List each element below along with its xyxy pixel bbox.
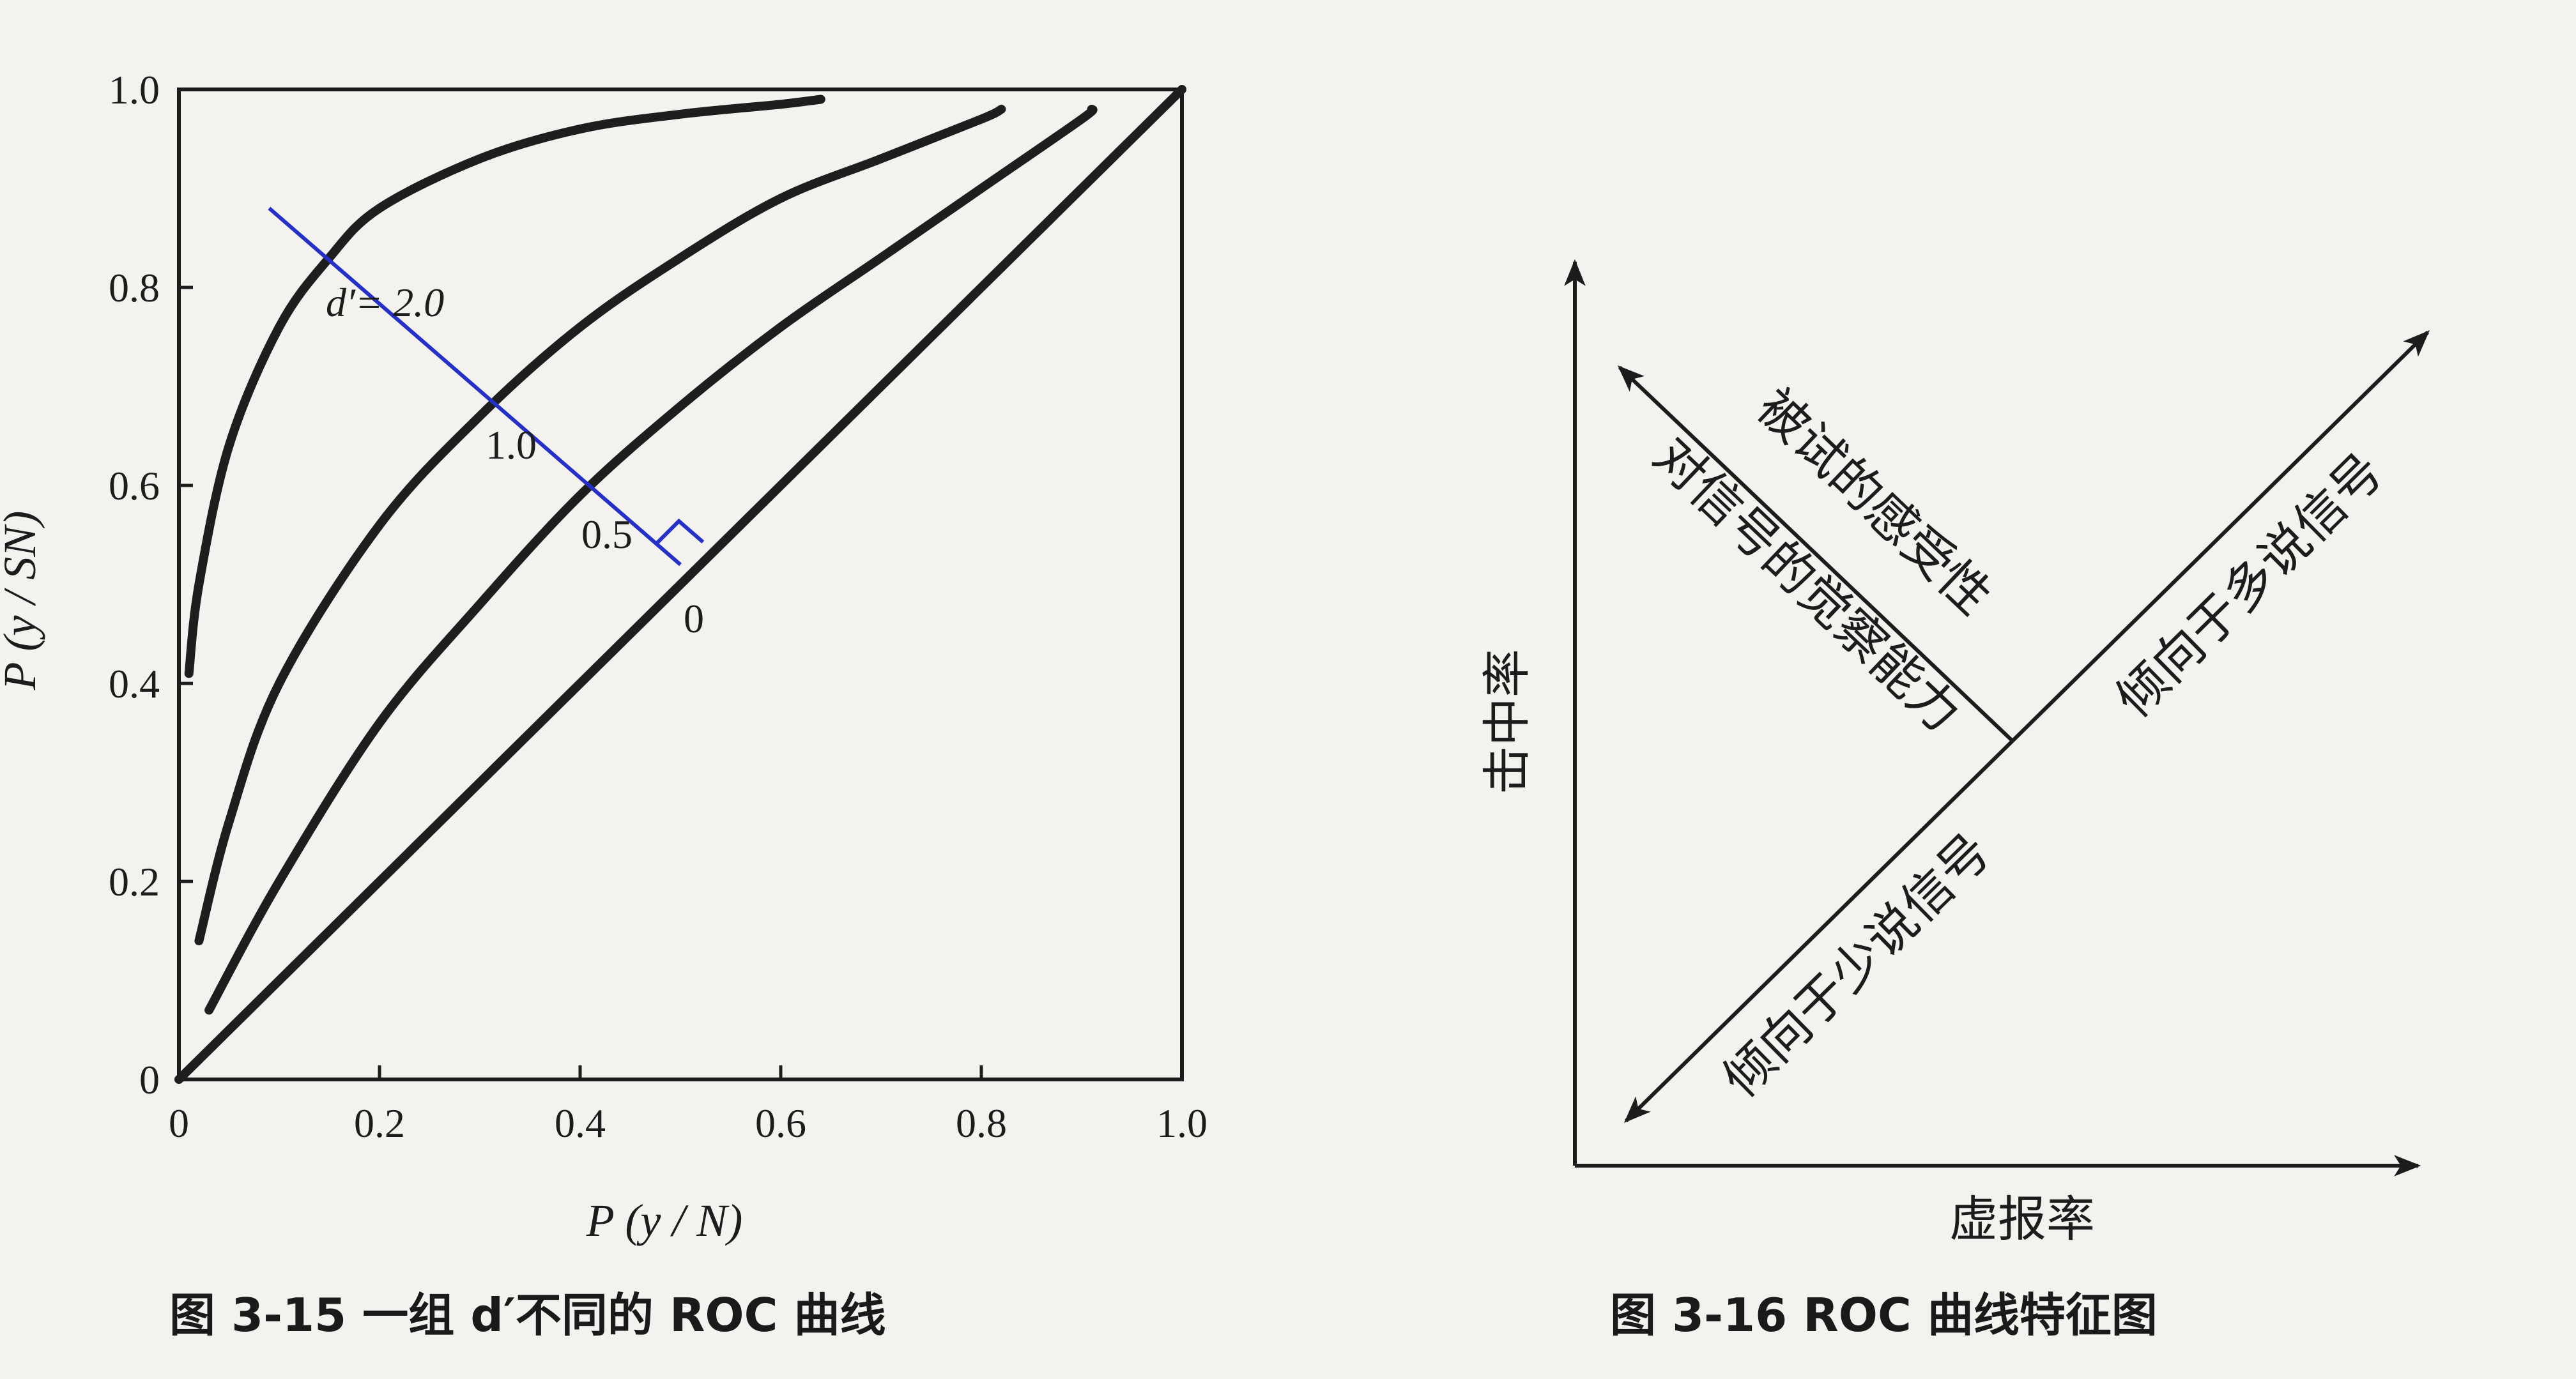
roc-curve-1 [194, 105, 1006, 945]
perpendicular-line [268, 206, 682, 567]
x-tick-label: 0.8 [956, 1101, 1007, 1146]
hit-rate-label: 击中率 [1478, 649, 1535, 795]
y-axis-ticks: 0 0.2 0.4 0.6 0.8 1.0 [109, 67, 193, 1102]
liberal-bias-label: 倾向于多说信号 [2106, 443, 2395, 728]
figure-caption-3-16: 图 3-16 ROC 曲线特征图 [1610, 1288, 2158, 1342]
y-tick-label: 0.4 [109, 661, 160, 706]
curve-label-1-0: 1.0 [486, 422, 537, 468]
roc-characteristic-diagram: 被试的感受性 对信号的觉察能力 倾向于多说信号 倾向于少说信号 虚报率 击中率 [1478, 259, 2430, 1247]
y-tick-label: 0.8 [109, 265, 160, 310]
y-axis-label: P (y / SN) [0, 511, 45, 691]
arrow-liberal [2011, 330, 2430, 743]
arrow-conservative [1624, 739, 2014, 1123]
x-tick-label: 0.2 [354, 1101, 405, 1146]
roc-curves [174, 85, 1186, 1084]
curve-label-2-0: d′= 2.0 [326, 280, 444, 325]
plot-frame [177, 88, 1184, 1081]
roc-chart: 0 0.2 0.4 0.6 0.8 1.0 0 0.2 0.4 0.6 0.8 1.0 d′= 2.… [0, 67, 1208, 1246]
curve-label-0: 0 [684, 596, 704, 641]
conservative-bias-label: 倾向于少说信号 [1713, 823, 2002, 1108]
curve-labels: d′= 2.0 1.0 0.5 0 [326, 280, 704, 641]
y-tick-label: 0.2 [109, 859, 160, 904]
x-tick-label: 0.6 [755, 1101, 806, 1146]
figure-caption-3-15: 图 3-15 一组 d′不同的 ROC 曲线 [169, 1288, 886, 1342]
x-tick-label: 1.0 [1156, 1101, 1208, 1146]
y-tick-label: 0.6 [109, 463, 160, 508]
curve-label-0-5: 0.5 [581, 512, 632, 557]
false-alarm-rate-label: 虚报率 [1949, 1191, 2095, 1247]
x-tick-label: 0 [169, 1101, 189, 1146]
right-angle-mark [655, 518, 705, 545]
roc-curve-0 [184, 95, 825, 678]
roc-curve-2 [204, 105, 1098, 1015]
perpendicular-annotation [268, 206, 705, 567]
x-axis-ticks: 0 0.2 0.4 0.6 0.8 1.0 [169, 1065, 1208, 1146]
x-tick-label: 0.4 [555, 1101, 606, 1146]
roc-curve-3 [174, 85, 1186, 1084]
y-tick-label: 0 [139, 1057, 160, 1102]
arrow-sensitivity [1617, 365, 2014, 743]
x-axis-label: P (y / N) [586, 1195, 743, 1246]
y-tick-label: 1.0 [109, 67, 160, 112]
